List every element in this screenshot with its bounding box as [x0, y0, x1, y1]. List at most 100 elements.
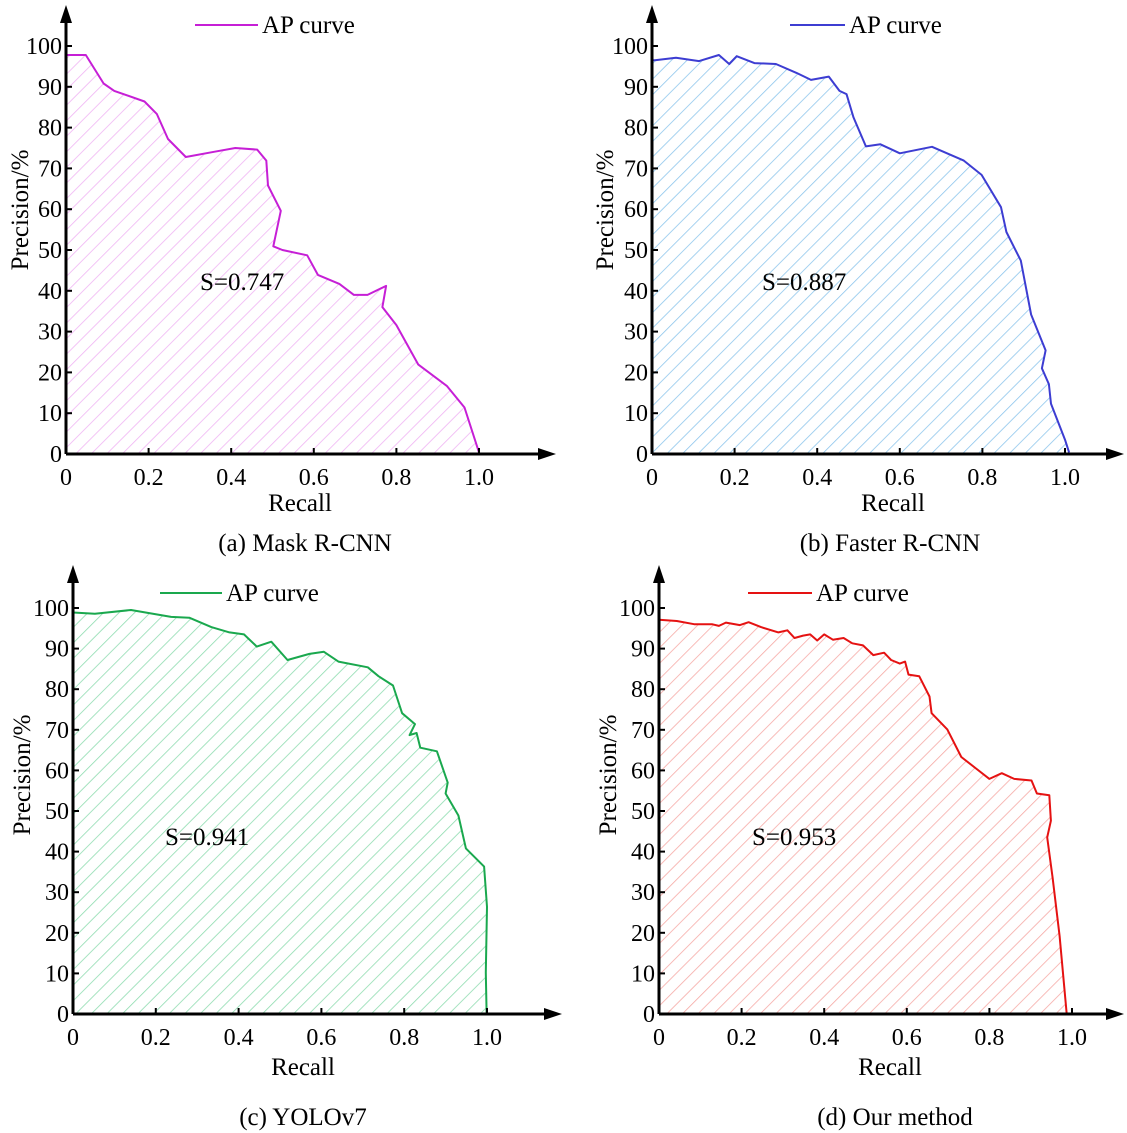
legend-label: AP curve [849, 12, 942, 39]
area-annotation: S=0.941 [165, 824, 249, 851]
x-tick-label: 1.0 [1050, 465, 1080, 491]
x-axis-arrow [1106, 448, 1124, 460]
y-tick-label: 40 [631, 840, 655, 866]
chart-panel-1: 0 0.2 0.4 0.6 0.8 1.0 0 10 20 30 40 50 60 70 80 90 100 Re… [592, 5, 1124, 557]
y-tick-label: 50 [624, 238, 648, 264]
y-tick-label: 70 [624, 156, 648, 182]
y-axis-label: Precision/% [7, 150, 34, 271]
y-tick-label: 50 [631, 799, 655, 825]
y-tick-label: 0 [50, 442, 62, 468]
y-tick-label: 10 [631, 961, 655, 987]
area-annotation: S=0.887 [762, 269, 846, 296]
x-axis-arrow [544, 1008, 562, 1020]
ap-area-fill [66, 55, 479, 454]
x-tick-label: 0.4 [809, 1025, 839, 1051]
y-tick-label: 70 [45, 718, 69, 744]
ap-curve-line [651, 54, 1071, 454]
x-tick-label: 0.2 [134, 465, 164, 491]
y-tick-label: 50 [38, 238, 62, 264]
y-tick-label: 80 [45, 677, 69, 703]
x-tick-label: 0.6 [885, 465, 915, 491]
x-tick-label: 0.4 [802, 465, 832, 491]
y-tick-label: 50 [45, 799, 69, 825]
y-tick-label: 0 [643, 1002, 655, 1028]
ap-area-fill [652, 55, 1070, 454]
y-tick-label: 40 [45, 840, 69, 866]
y-axis-arrow [653, 565, 665, 583]
x-axis-label: Recall [271, 1054, 335, 1081]
y-tick-label: 30 [45, 880, 69, 906]
x-tick-label: 0.8 [389, 1025, 419, 1051]
y-tick-label: 70 [631, 718, 655, 744]
legend-label: AP curve [226, 580, 319, 607]
x-axis-label: Recall [861, 490, 925, 517]
y-tick-label: 0 [57, 1002, 69, 1028]
ap-curve-line [658, 618, 1068, 1014]
y-tick-label: 20 [624, 360, 648, 386]
y-tick-label: 60 [38, 197, 62, 223]
y-tick-label: 100 [612, 34, 648, 60]
x-tick-label: 0.6 [892, 1025, 922, 1051]
x-tick-label: 0.2 [141, 1025, 171, 1051]
x-tick-label: 1.0 [472, 1025, 502, 1051]
y-tick-label: 40 [38, 279, 62, 305]
y-tick-label: 10 [38, 401, 62, 427]
x-axis-arrow [538, 448, 556, 460]
chart-panel-0: 0 0.2 0.4 0.6 0.8 1.0 0 10 20 30 40 50 60 70 80 90 100 Re… [7, 5, 556, 557]
x-tick-label: 0.8 [967, 465, 997, 491]
x-tick-label: 0 [653, 1025, 665, 1051]
chart-panel-3: 0 0.2 0.4 0.6 0.8 1.0 0 10 20 30 40 50 60 70 80 90 100 Re… [595, 565, 1124, 1131]
y-axis-arrow [646, 5, 658, 23]
y-tick-label: 30 [38, 320, 62, 346]
y-axis-label: Precision/% [595, 715, 622, 836]
area-annotation: S=0.953 [752, 824, 836, 851]
y-tick-label: 90 [624, 75, 648, 101]
y-tick-label: 90 [631, 637, 655, 663]
chart-panel-2: 0 0.2 0.4 0.6 0.8 1.0 0 10 20 30 40 50 60 70 80 90 100 Re… [9, 565, 562, 1131]
y-tick-label: 0 [636, 442, 648, 468]
x-tick-label: 1.0 [1057, 1025, 1087, 1051]
y-tick-label: 90 [45, 637, 69, 663]
y-axis-arrow [67, 565, 79, 583]
panel-title: (a) Mask R-CNN [218, 530, 392, 557]
y-tick-label: 60 [624, 197, 648, 223]
y-tick-label: 80 [38, 116, 62, 142]
y-tick-label: 20 [631, 921, 655, 947]
x-tick-label: 0.6 [306, 1025, 336, 1051]
area-annotation: S=0.747 [200, 269, 284, 296]
ap-area-fill [659, 619, 1067, 1014]
x-tick-label: 0 [67, 1025, 79, 1051]
y-tick-label: 100 [33, 596, 69, 622]
x-tick-label: 1.0 [464, 465, 494, 491]
panel-title: (b) Faster R-CNN [800, 530, 981, 557]
y-tick-label: 80 [631, 677, 655, 703]
y-tick-label: 80 [624, 116, 648, 142]
x-tick-label: 0.8 [974, 1025, 1004, 1051]
y-tick-label: 90 [38, 75, 62, 101]
y-tick-label: 100 [619, 596, 655, 622]
ap-area-fill [73, 610, 487, 1014]
y-tick-label: 30 [624, 320, 648, 346]
y-tick-label: 60 [45, 758, 69, 784]
y-tick-label: 100 [26, 34, 62, 60]
y-tick-label: 30 [631, 880, 655, 906]
legend-label: AP curve [262, 12, 355, 39]
y-tick-label: 60 [631, 758, 655, 784]
ap-curve-line [72, 609, 488, 1014]
y-tick-label: 20 [38, 360, 62, 386]
y-tick-label: 40 [624, 279, 648, 305]
y-tick-label: 20 [45, 921, 69, 947]
x-tick-label: 0.2 [727, 1025, 757, 1051]
x-tick-label: 0 [60, 465, 72, 491]
y-tick-label: 70 [38, 156, 62, 182]
x-axis-label: Recall [858, 1054, 922, 1081]
x-axis-arrow [1106, 1008, 1124, 1020]
legend-label: AP curve [816, 580, 909, 607]
x-tick-label: 0.8 [381, 465, 411, 491]
y-axis-label: Precision/% [592, 150, 619, 271]
x-tick-label: 0.4 [216, 465, 246, 491]
y-tick-label: 10 [45, 961, 69, 987]
x-axis-label: Recall [268, 490, 332, 517]
x-tick-label: 0 [646, 465, 658, 491]
